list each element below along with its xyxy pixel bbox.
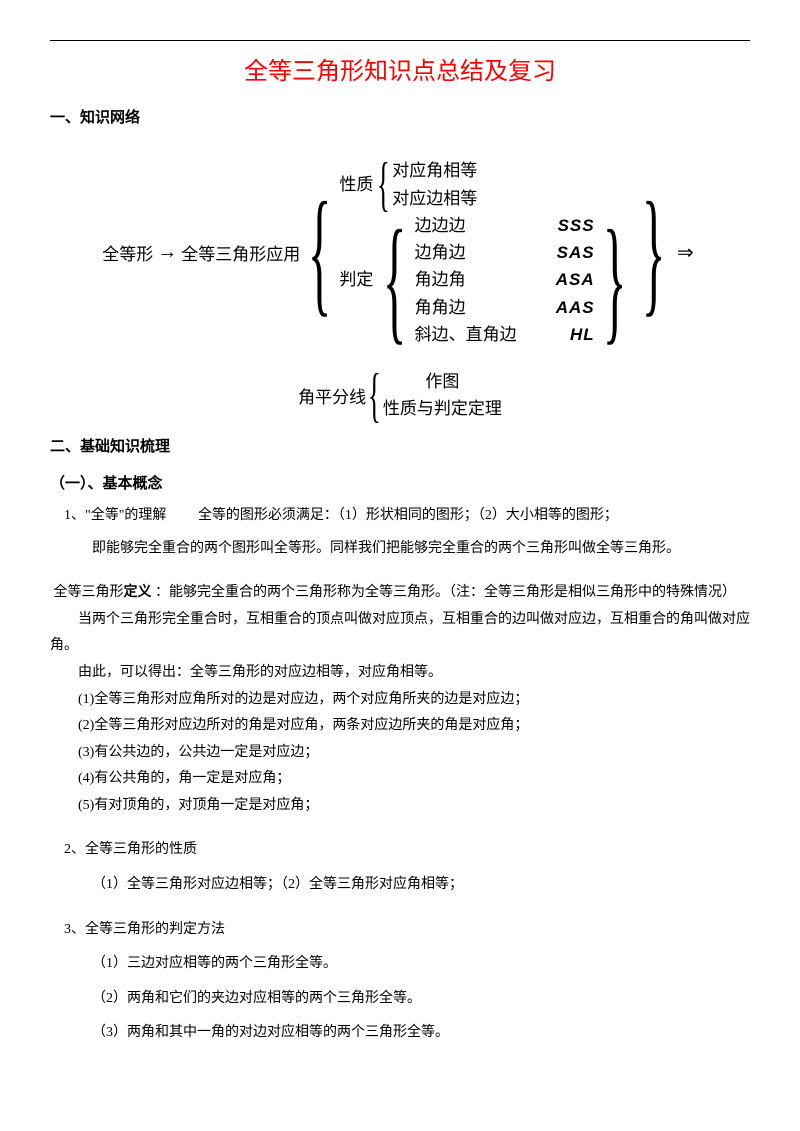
- p3-i3: （3）两角和其中一角的对边对应相等的两个三角形全等。: [50, 1020, 750, 1047]
- top-rule: [50, 40, 750, 41]
- arrow-icon: →: [157, 241, 177, 264]
- p3-head: 3、全等三角形的判定方法: [50, 917, 750, 944]
- def-lead: 全等三角形: [54, 585, 124, 600]
- bisector-row: 角平分线 { 作图 性质与判定定理: [50, 368, 750, 423]
- judge-item: 边边边: [415, 212, 466, 239]
- p2-head: 2、全等三角形的性质: [50, 837, 750, 864]
- p1-text: 全等的图形必须满足：（1）形状相同的图形；（2）大小相等的图形；: [198, 508, 618, 523]
- def-b: 由此，可以得出：全等三角形的对应边相等，对应角相等。: [50, 660, 750, 687]
- def-i3: (3)有公共边的，公共边一定是对应边；: [50, 740, 750, 767]
- knowledge-network-diagram: 全等形 → 全等三角形 应用 { 性质 { 对应角相等 对应边相等 判定 {: [50, 157, 750, 348]
- p2-text: （1）全等三角形对应边相等；（2）全等三角形对应角相等；: [50, 872, 750, 899]
- subsection-2-1: （一）、基本概念: [50, 472, 750, 493]
- def-i5: (5)有对顶角的，对顶角一定是对应角；: [50, 793, 750, 820]
- brace-icon: {: [383, 215, 407, 345]
- judge-item: 角角边: [415, 294, 466, 321]
- p1-lead: 1、"全等"的理解: [64, 508, 166, 523]
- judge-abbr: HL: [570, 321, 595, 348]
- bisector-label: 角平分线: [298, 383, 366, 408]
- p3-i1: （1）三边对应相等的两个三角形全等。: [50, 951, 750, 978]
- judge-abbr: SAS: [557, 239, 595, 266]
- property-label: 性质: [339, 171, 373, 198]
- section-2-head: 二、基础知识梳理: [50, 435, 750, 456]
- judge-label: 判定: [339, 266, 373, 293]
- body-text: 1、"全等"的理解 全等的图形必须满足：（1）形状相同的图形；（2）大小相等的图…: [50, 503, 750, 1047]
- bisector-item: 作图: [383, 368, 502, 395]
- def-a: 当两个三角形完全重合时，互相重合的顶点叫做对应顶点，互相重合的边叫做对应边，互相…: [50, 607, 750, 660]
- judge-abbr: AAS: [556, 294, 595, 321]
- def-i1: (1)全等三角形对应角所对的边是对应边，两个对应角所夹的边是对应边；: [50, 687, 750, 714]
- def-text: ：能够完全重合的两个三角形称为全等三角形。（注：全等三角形是相似三角形中的特殊情…: [155, 585, 736, 600]
- congruent-label: 全等三角形: [181, 240, 266, 265]
- root-label: 全等形: [102, 240, 153, 265]
- def-i4: (4)有公共角的，角一定是对应角；: [50, 766, 750, 793]
- implies-icon: ⇒: [677, 240, 694, 265]
- brace-icon: {: [308, 187, 332, 317]
- judge-abbr: SSS: [558, 212, 595, 239]
- prop-item: 对应角相等: [392, 157, 477, 184]
- brace-icon: {: [368, 368, 381, 423]
- judge-abbr: ASA: [556, 266, 595, 293]
- p3-i2: （2）两角和它们的夹边对应相等的两个三角形全等。: [50, 986, 750, 1013]
- brace-close-icon: {: [602, 215, 626, 345]
- document-page: 全等三角形知识点总结及复习 一、知识网络 全等形 → 全等三角形 应用 { 性质…: [0, 0, 800, 1087]
- bisector-item: 性质与判定定理: [383, 395, 502, 422]
- def-i2: (2)全等三角形对应边所对的角是对应角，两条对应边所夹的角是对应角；: [50, 713, 750, 740]
- p1-sub: 即能够完全重合的两个图形叫全等形。同样我们把能够完全重合的两个三角形叫做全等三角…: [50, 536, 750, 563]
- document-title: 全等三角形知识点总结及复习: [50, 51, 750, 86]
- brace-close-icon: {: [642, 187, 666, 317]
- apply-label: 应用: [266, 240, 300, 265]
- judge-item: 边角边: [415, 239, 466, 266]
- judge-item: 角边角: [415, 266, 466, 293]
- def-bold: 定义: [124, 585, 152, 600]
- section-1-head: 一、知识网络: [50, 106, 750, 127]
- judge-item: 斜边、直角边: [415, 321, 517, 348]
